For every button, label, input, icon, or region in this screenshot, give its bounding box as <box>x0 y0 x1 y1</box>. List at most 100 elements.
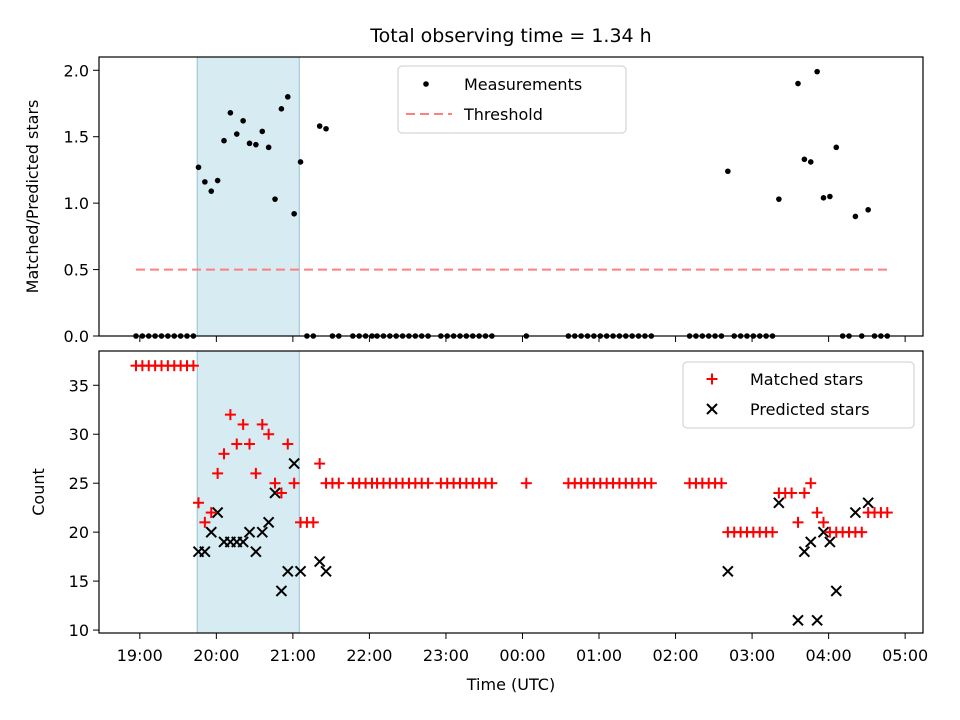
matched-star-point <box>766 526 778 538</box>
matched-star-point <box>645 477 657 489</box>
measurement-point <box>776 196 782 202</box>
measurement-point <box>865 206 871 213</box>
predicted-star-point <box>824 536 836 548</box>
legend-measurements-marker <box>423 81 429 87</box>
measurement-point <box>291 210 297 217</box>
xtick-label: 22:00 <box>346 646 392 665</box>
measurement-point <box>240 117 246 124</box>
predicted-star-point <box>811 614 823 626</box>
predicted-star-point <box>205 526 217 538</box>
top-observing-span-shading <box>196 56 300 337</box>
top-x-ticks <box>139 336 906 342</box>
predicted-star-point <box>862 497 874 509</box>
bottom-panel: 10 15 20 25 30 35 19:00 20:00 21:00 22:00 23:00 00… <box>29 350 928 694</box>
measurement-point <box>807 159 814 165</box>
matched-star-point <box>250 467 262 479</box>
measurement-point <box>272 196 278 202</box>
bottom-ytick-label: 15 <box>69 572 89 591</box>
bottom-ytick-label: 35 <box>69 376 89 395</box>
xtick-label: 20:00 <box>193 646 239 665</box>
top-y-axis-label: Matched/Predicted stars <box>23 100 42 294</box>
bottom-y-axis-label: Count <box>29 468 48 516</box>
predicted-star-point <box>313 555 326 568</box>
matched-star-point <box>218 448 230 460</box>
measurement-point <box>801 156 808 163</box>
measurement-point <box>820 195 827 201</box>
predicted-star-point <box>805 536 817 548</box>
measurement-point <box>297 159 304 165</box>
bottom-axes-frame <box>98 350 924 634</box>
predicted-star-point <box>282 565 294 578</box>
predicted-star-point <box>792 614 804 626</box>
matched-star-point <box>881 507 893 519</box>
measurement-point <box>278 106 285 112</box>
matched-star-point <box>805 477 817 489</box>
legend-threshold-label: Threshold <box>463 105 543 124</box>
matched-star-point <box>422 477 434 489</box>
measurement-point <box>814 68 820 75</box>
matched-star-point <box>798 487 810 499</box>
predicted-star-point <box>320 565 332 578</box>
predicted-star-point <box>243 526 256 538</box>
xtick-label: 21:00 <box>270 646 316 665</box>
measurement-point <box>253 141 259 148</box>
matched-star-point <box>263 428 275 440</box>
legend-measurements-label: Measurements <box>464 75 582 94</box>
measurement-point <box>227 110 234 116</box>
matched-star-point <box>792 516 804 528</box>
measurement-point <box>202 179 208 185</box>
predicted-star-point <box>830 585 842 597</box>
xtick-label: 02:00 <box>652 646 698 665</box>
legend-matched-label: Matched stars <box>750 370 863 389</box>
measurements-points <box>133 68 891 339</box>
predicted-stars-points <box>192 457 874 626</box>
measurement-point <box>316 123 323 129</box>
matched-star-point <box>786 487 798 499</box>
predicted-star-point <box>275 585 288 597</box>
predicted-star-point <box>798 546 811 558</box>
top-ytick-label: 1.0 <box>64 194 89 213</box>
predicted-star-point <box>294 565 307 578</box>
predicted-star-point <box>288 457 300 470</box>
predicted-star-point <box>817 526 830 538</box>
matched-star-point <box>192 497 204 509</box>
measurement-point <box>214 177 221 184</box>
predicted-star-point <box>256 526 268 538</box>
top-ytick-label: 1.5 <box>64 128 89 147</box>
predicted-star-point <box>237 536 249 548</box>
xtick-label: 19:00 <box>117 646 163 665</box>
xtick-label: 04:00 <box>806 646 852 665</box>
matched-star-point <box>187 360 199 372</box>
top-ytick-label: 2.0 <box>64 61 89 80</box>
measurement-point <box>852 213 859 220</box>
predicted-star-point <box>211 506 224 519</box>
legend-plus-glyph <box>706 373 718 385</box>
measurement-point <box>259 128 266 135</box>
top-ytick-label: 0.5 <box>64 261 89 280</box>
matched-star-point <box>244 438 256 450</box>
matched-star-point <box>856 526 868 538</box>
matched-star-point <box>282 438 294 450</box>
bottom-legend: Matched stars Predicted stars <box>682 361 915 429</box>
bottom-ytick-label: 30 <box>69 425 89 444</box>
predicted-star-point <box>199 546 211 558</box>
xtick-label: 23:00 <box>423 646 469 665</box>
top-panel: 0.0 0.5 1.0 1.5 2.0 Total observing time = 1… <box>23 25 924 346</box>
bottom-ytick-label: 20 <box>69 523 89 542</box>
bottom-ytick-label: 25 <box>69 474 89 493</box>
matched-star-point <box>275 487 287 499</box>
predicted-star-point <box>849 506 862 519</box>
measurement-point <box>208 188 215 194</box>
xtick-label: 00:00 <box>499 646 545 665</box>
legend-predicted-label: Predicted stars <box>750 400 870 419</box>
measurement-point <box>233 131 240 137</box>
matched-star-point <box>314 458 326 470</box>
bottom-ytick-label: 10 <box>69 621 89 640</box>
matched-star-point <box>199 516 211 528</box>
measurement-point <box>284 94 291 100</box>
matched-star-point <box>237 418 249 430</box>
matched-star-point <box>333 477 345 489</box>
matched-star-point <box>212 467 224 479</box>
legend-x-glyph <box>706 403 718 415</box>
